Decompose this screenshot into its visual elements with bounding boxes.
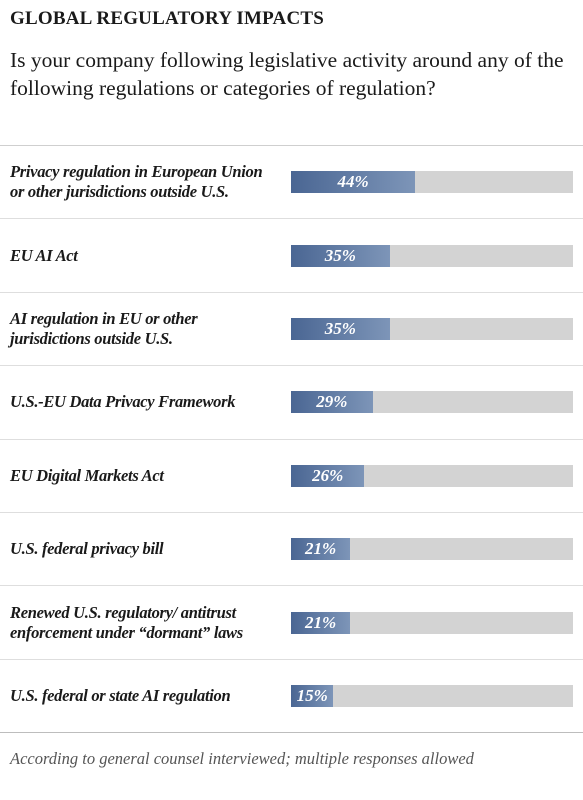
- row: Privacy regulation in European Union or …: [0, 146, 583, 220]
- bar: [291, 391, 373, 414]
- chart-subtitle: Is your company following legislative ac…: [10, 48, 564, 100]
- category-label: Privacy regulation in European Union or …: [10, 162, 263, 202]
- bar-track: 29%: [291, 391, 573, 414]
- row: AI regulation in EU or other jurisdictio…: [0, 293, 583, 367]
- category-label: Renewed U.S. regulatory/ antitrust enfor…: [10, 602, 243, 642]
- bar-track: 35%: [291, 317, 573, 340]
- bar: [291, 171, 416, 194]
- value-label: 44%: [337, 172, 369, 192]
- value-label: 15%: [296, 685, 328, 705]
- value-label: 35%: [324, 318, 356, 338]
- category-label: EU Digital Markets Act: [10, 465, 164, 485]
- value-label: 35%: [324, 245, 356, 265]
- footnote: According to general counsel interviewed…: [10, 749, 474, 768]
- value-label: 26%: [312, 465, 344, 485]
- bar: [291, 317, 390, 340]
- row: U.S. federal privacy bill 21%: [0, 513, 583, 587]
- row: U.S. federal or state AI regulation 15%: [0, 660, 583, 734]
- bar: [291, 684, 334, 707]
- chart-title: GLOBAL REGULATORY IMPACTS: [10, 8, 325, 29]
- bar-track: 44%: [291, 171, 573, 194]
- row: Renewed U.S. regulatory/ antitrust enfor…: [0, 586, 583, 660]
- category-label: U.S.-EU Data Privacy Framework: [10, 392, 236, 412]
- bar: [291, 538, 351, 561]
- value-label: 29%: [316, 392, 348, 412]
- value-label: 21%: [305, 539, 337, 559]
- value-label: 21%: [305, 612, 337, 632]
- row: EU Digital Markets Act 26%: [0, 440, 583, 513]
- rows: Privacy regulation in European Union or …: [0, 145, 583, 734]
- bar-track: 21%: [291, 611, 573, 634]
- bar: [291, 464, 365, 487]
- category-label: U.S. federal or state AI regulation: [10, 685, 231, 705]
- row: EU AI Act 35%: [0, 219, 583, 293]
- bar-track: 15%: [291, 684, 573, 707]
- category-label: U.S. federal privacy bill: [10, 539, 164, 559]
- bar: [291, 611, 351, 634]
- row: U.S.-EU Data Privacy Framework 29%: [0, 366, 583, 440]
- category-label: EU AI Act: [10, 245, 78, 265]
- bar-track: 26%: [291, 464, 573, 487]
- bar: [291, 244, 390, 267]
- category-label: AI regulation in EU or other jurisdictio…: [10, 308, 198, 348]
- bar-track: 21%: [291, 538, 573, 561]
- bar-track: 35%: [291, 244, 573, 267]
